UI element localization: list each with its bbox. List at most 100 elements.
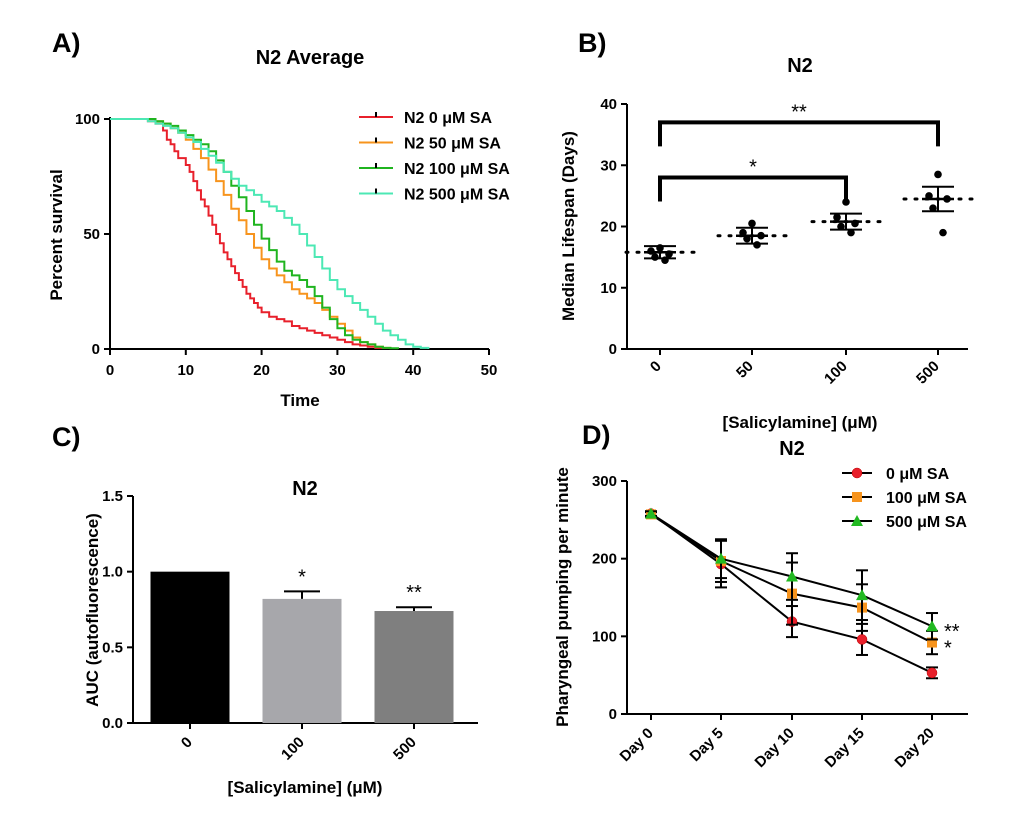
panel-d-ylabel: Pharyngeal pumping per minute: [553, 467, 572, 727]
panel-b-y-tick-label: 0: [609, 341, 617, 358]
panel-d: D) N2 Pharyngeal pumping per minute 0 100…: [553, 420, 968, 771]
panel-a-legend-label: N2 500 μM SA: [404, 187, 510, 204]
panel-c-significance-label: *: [298, 566, 306, 588]
panel-b-data-point: [661, 256, 669, 264]
panel-b-data-point: [837, 222, 845, 231]
panel-b: B) N2 Median Lifespan (Days) [Salicylami…: [559, 28, 974, 432]
panel-b-data-point: [757, 231, 765, 240]
panel-b-significance-label: *: [749, 157, 757, 179]
panel-a-legend-label: N2 0 μM SA: [404, 110, 492, 127]
panel-d-x-tick-label: Day 20: [892, 725, 938, 771]
panel-d-data-point: [926, 667, 938, 679]
panel-a-ylabel: Percent survival: [47, 169, 66, 300]
panel-b-ylabel: Median Lifespan (Days): [559, 131, 578, 321]
panel-c-x-tick-label: 0: [178, 734, 196, 752]
panel-a-series-line: [110, 118, 430, 349]
panel-a-x-tick-label: 50: [481, 362, 498, 379]
panel-a-x-tick-label: 0: [106, 362, 114, 379]
panel-d-legend-marker: [851, 467, 863, 479]
panel-b-x-tick-label: 50: [733, 358, 757, 382]
panel-a-x-tick-label: 10: [177, 362, 194, 379]
panel-b-data-point: [851, 219, 859, 228]
panel-c-y-tick-label: 1.0: [102, 564, 123, 581]
panel-b-significance-bracket: [658, 175, 848, 202]
panel-d-x-tick-label: Day 15: [822, 725, 868, 771]
panel-d-y-tick-label: 200: [592, 551, 617, 568]
panel-d-x-tick-label: Day 0: [617, 725, 657, 765]
panel-c-label: C): [52, 422, 81, 452]
panel-d-legend-marker: [851, 515, 863, 526]
panel-a-legend-label: N2 100 μM SA: [404, 161, 510, 178]
panel-c-x-tick-label: 100: [278, 734, 308, 764]
panel-d-significance-label: *: [944, 638, 952, 660]
panel-b-data-point: [748, 219, 756, 228]
panel-d-title: N2: [779, 438, 805, 460]
panel-b-x-tick-label: 500: [913, 358, 943, 388]
panel-c-y-tick-label: 1.5: [102, 488, 123, 505]
panel-c-y-tick-label: 0.0: [102, 715, 123, 732]
panel-b-data-point: [665, 250, 673, 258]
panel-b-xlabel: [Salicylamine] (μM): [723, 413, 878, 432]
panel-b-data-point: [943, 195, 951, 203]
panel-b-data-point: [847, 228, 855, 237]
panel-b-label: B): [578, 28, 607, 58]
panel-b-data-point: [647, 247, 655, 255]
panel-c-y-tick-label: 0.5: [102, 639, 123, 656]
panel-d-y-tick-label: 100: [592, 628, 617, 645]
panel-b-data-point: [656, 244, 664, 252]
panel-a-series-line: [110, 118, 400, 350]
panel-d-data-point: [786, 570, 798, 582]
panel-d-data-point: [856, 634, 868, 645]
panel-b-data-point: [929, 204, 937, 212]
panel-b-data-point: [753, 241, 761, 249]
panel-c-significance-label: **: [406, 582, 422, 604]
panel-b-y-tick-label: 40: [600, 96, 617, 113]
panel-a-series-line: [110, 118, 392, 349]
panel-d-legend-label: 500 μM SA: [886, 514, 967, 531]
panel-d-x-tick-label: Day 5: [687, 725, 727, 765]
panel-b-data-point: [939, 228, 947, 237]
panel-c-bar: [150, 571, 230, 723]
panel-b-significance-bracket: [658, 120, 940, 147]
panel-b-y-tick-label: 30: [600, 157, 617, 174]
panel-b-data-point: [651, 253, 659, 261]
panel-a-legend-label: N2 50 μM SA: [404, 136, 501, 153]
panel-a-title: N2 Average: [256, 47, 365, 69]
panel-a-xlabel: Time: [280, 391, 319, 410]
panel-c-x-tick-label: 500: [390, 734, 420, 764]
panel-c-ylabel: AUC (autofluorescence): [83, 513, 102, 707]
panel-a-x-tick-label: 20: [253, 362, 270, 379]
panel-a-y-tick-label: 0: [92, 341, 100, 358]
panel-d-data-point: [927, 637, 937, 648]
panel-d-legend-label: 0 μM SA: [886, 466, 950, 483]
panel-d-x-tick-label: Day 10: [752, 725, 798, 771]
panel-b-data-point: [739, 228, 747, 237]
panel-a: A) N2 Average Percent survival Time 0 10 2…: [47, 28, 510, 410]
panel-b-data-point: [934, 170, 942, 179]
panel-c-bar: [374, 611, 454, 723]
panel-c-bar: [262, 598, 342, 723]
panel-b-y-tick-label: 10: [600, 280, 617, 297]
panel-b-y-tick-label: 20: [600, 219, 617, 236]
panel-a-label: A): [52, 28, 81, 58]
panel-b-x-tick-label: 100: [821, 358, 851, 388]
panel-b-x-tick-label: 0: [647, 358, 665, 376]
panel-d-legend-label: 100 μM SA: [886, 490, 967, 507]
panel-b-significance-label: **: [791, 101, 807, 123]
panel-a-y-tick-label: 100: [75, 111, 100, 128]
panel-d-label: D): [582, 420, 611, 450]
panel-a-series-line: [110, 118, 384, 349]
panel-b-data-point: [743, 234, 751, 243]
panel-d-data-point: [856, 589, 868, 601]
panel-a-x-tick-label: 30: [329, 362, 346, 379]
panel-d-data-point: [926, 620, 938, 632]
panel-b-title: N2: [787, 55, 813, 77]
panel-d-y-tick-label: 0: [609, 706, 617, 723]
panel-d-data-point: [715, 552, 727, 564]
panel-b-data-point: [833, 213, 841, 222]
panel-c-title: N2: [292, 478, 318, 500]
panel-b-data-point: [925, 192, 933, 200]
panel-d-y-tick-label: 300: [592, 473, 617, 490]
panel-c: C) N2 AUC (autofluorescence) [Salicylami…: [52, 422, 478, 797]
